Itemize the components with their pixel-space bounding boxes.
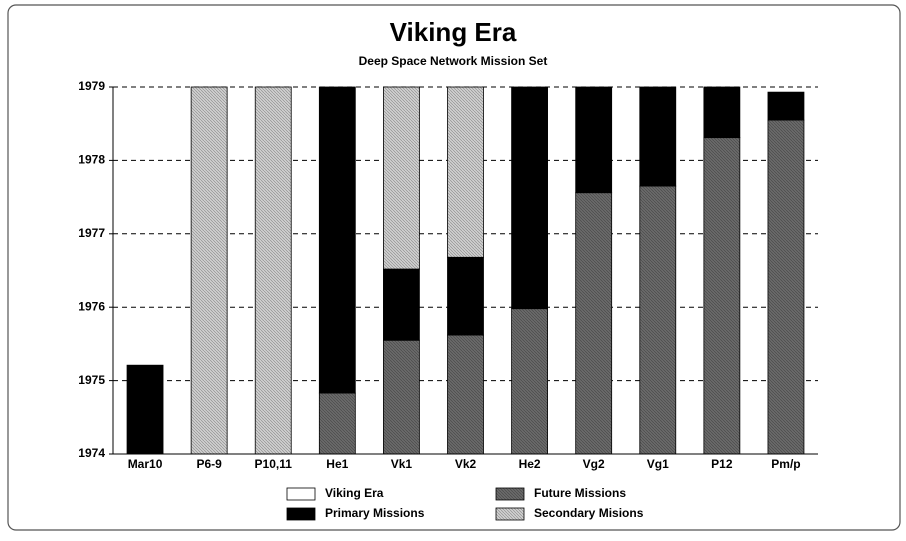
y-tick-label: 1974: [78, 446, 105, 460]
bar-segment: [318, 86, 356, 394]
legend-label: Primary Missions: [325, 506, 425, 520]
bar-segment: [639, 86, 677, 187]
bar-texture: [767, 120, 804, 454]
bar-texture: [639, 186, 676, 454]
bar-texture: [447, 87, 484, 258]
x-tick-label: P12: [711, 457, 733, 471]
bar-texture: [575, 192, 612, 455]
bar-texture: [191, 87, 228, 454]
bar-segment: [703, 86, 741, 139]
y-tick-label: 1977: [78, 226, 105, 240]
x-tick-label: Vg2: [583, 457, 605, 471]
x-tick-label: Vg1: [647, 457, 669, 471]
bar-segment: [575, 86, 613, 194]
bar-texture: [511, 308, 548, 454]
x-tick-label: P6-9: [196, 457, 222, 471]
legend-label: Viking Era: [325, 486, 384, 500]
x-tick-label: P10,11: [255, 457, 293, 471]
x-tick-label: Vk1: [391, 457, 413, 471]
x-tick-label: He2: [519, 457, 541, 471]
bar-texture: [319, 393, 356, 454]
legend-label: Secondary Misions: [534, 506, 644, 520]
chart-subtitle: Deep Space Network Mission Set: [359, 54, 548, 68]
chart-title: Viking Era: [390, 17, 517, 47]
y-tick-label: 1979: [78, 79, 105, 93]
legend-texture: [496, 488, 524, 500]
bar-segment: [383, 268, 420, 341]
bar-texture: [383, 340, 420, 454]
bar-segment: [511, 86, 548, 310]
bar-texture: [383, 87, 420, 270]
bar-texture: [447, 335, 484, 454]
y-tick-label: 1976: [78, 299, 105, 313]
x-tick-label: Pm/p: [771, 457, 800, 471]
x-tick-label: Mar10: [128, 457, 163, 471]
legend-swatch: [286, 507, 316, 521]
bar-texture: [703, 137, 740, 454]
legend-label: Future Missions: [534, 486, 626, 500]
bar-segment: [447, 256, 484, 336]
x-tick-label: He1: [326, 457, 348, 471]
x-tick-label: Vk2: [455, 457, 477, 471]
bar-segment: [126, 364, 164, 455]
y-tick-label: 1978: [78, 153, 105, 167]
legend-texture: [496, 508, 524, 520]
bar-segment: [767, 91, 805, 121]
legend-swatch: [286, 487, 316, 501]
y-tick-label: 1975: [78, 373, 105, 387]
bar-texture: [255, 87, 292, 454]
